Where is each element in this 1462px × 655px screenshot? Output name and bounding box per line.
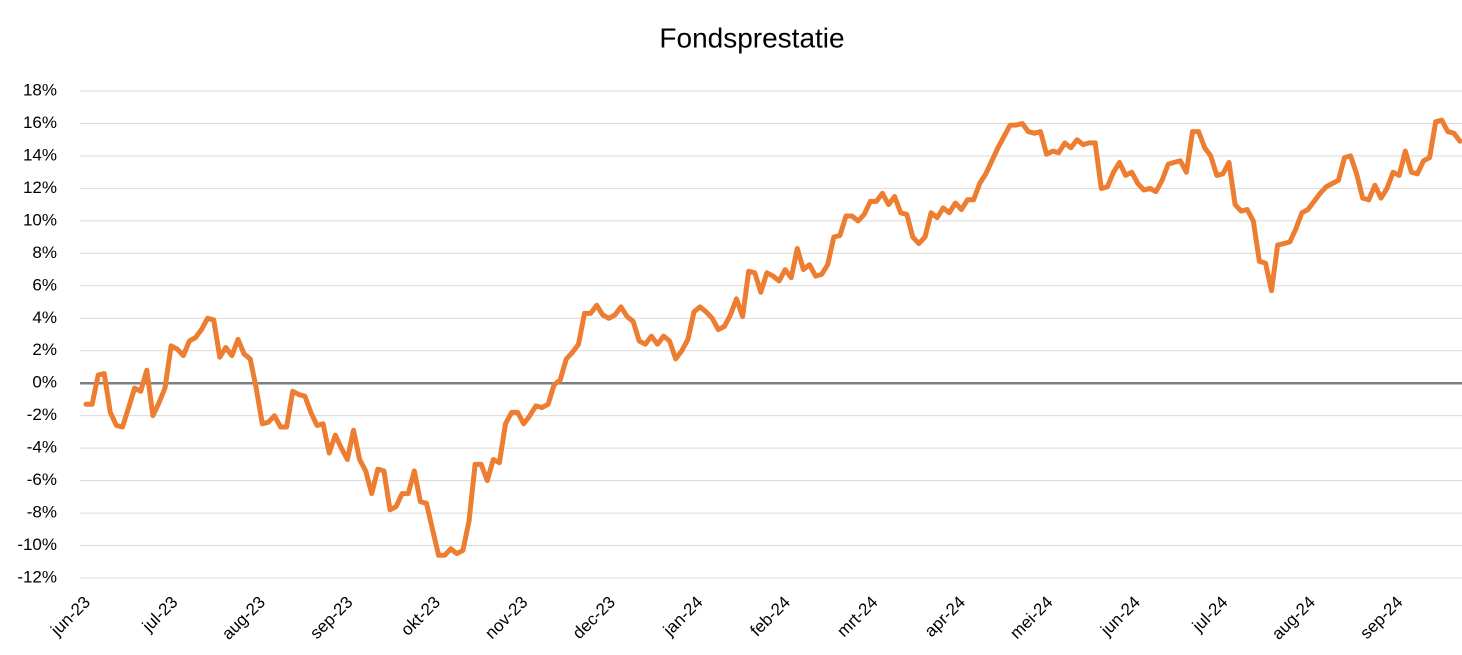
y-tick-label: 2% [32, 340, 57, 359]
x-tick-label: jun-23 [46, 593, 94, 641]
x-tick-label: jun-24 [1096, 593, 1144, 641]
y-tick-label: -6% [27, 470, 57, 489]
y-tick-label: 16% [23, 113, 57, 132]
y-tick-label: -4% [27, 438, 57, 457]
y-tick-label: -8% [27, 503, 57, 522]
y-tick-label: 14% [23, 145, 57, 164]
line-series [83, 117, 1462, 558]
y-tick-label: 18% [23, 80, 57, 99]
y-tick-label: 8% [32, 243, 57, 262]
x-tick-label: aug-23 [218, 593, 269, 644]
x-tick-label: apr-24 [921, 593, 969, 641]
x-tick-label: feb-24 [746, 593, 794, 641]
y-tick-label: -2% [27, 405, 57, 424]
x-tick-label: mrt-24 [833, 593, 881, 641]
x-tick-label: jan-24 [659, 593, 707, 641]
x-tick-label: jul-24 [1188, 593, 1232, 637]
y-tick-label: 0% [32, 373, 57, 392]
x-tick-label: nov-23 [481, 593, 531, 643]
y-tick-label: -10% [17, 535, 57, 554]
x-tick-label: mei-24 [1006, 593, 1056, 643]
y-tick-label: -12% [17, 567, 57, 586]
x-tick-label: aug-24 [1268, 593, 1319, 644]
y-tick-label: 6% [32, 275, 57, 294]
chart-title: Fondsprestatie [659, 22, 844, 53]
x-tick-label: sep-23 [306, 593, 356, 643]
x-tick-label: dec-23 [569, 593, 619, 643]
y-tick-label: 10% [23, 210, 57, 229]
x-tick-label: okt-23 [397, 593, 444, 640]
x-tick-label: jul-23 [138, 593, 182, 637]
y-tick-label: 12% [23, 178, 57, 197]
x-tick-label: sep-24 [1356, 593, 1406, 643]
y-tick-label: 4% [32, 308, 57, 327]
